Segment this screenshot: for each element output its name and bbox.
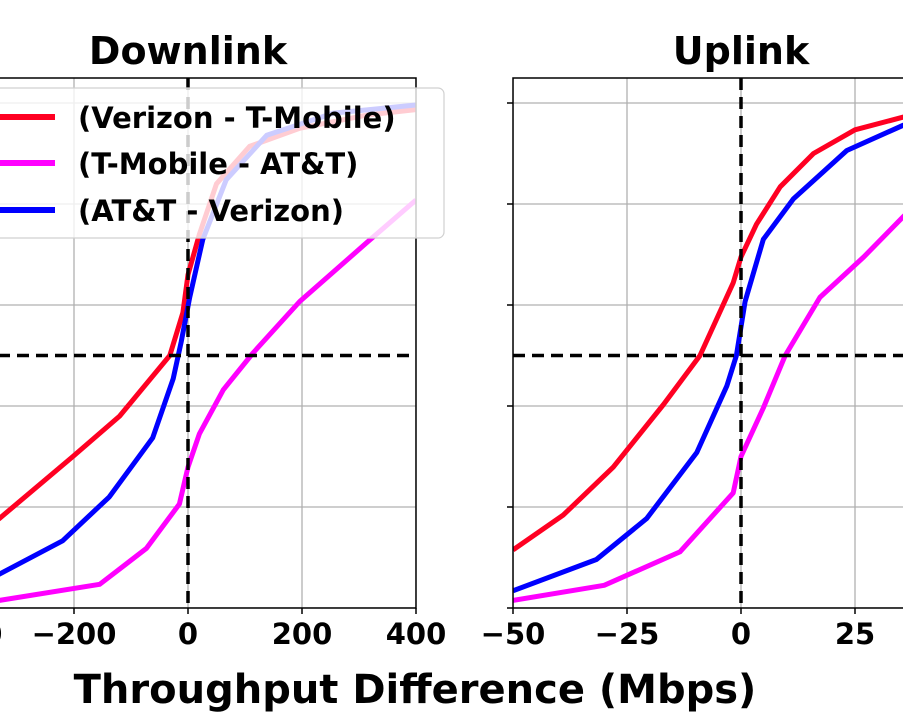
x-tick-label: 25 <box>835 617 875 651</box>
legend: (Verizon - T-Mobile) (T-Mobile - AT&T) (… <box>0 87 445 239</box>
x-tick-label: 400 <box>386 617 447 651</box>
x-tick-label: −50 <box>481 617 546 651</box>
legend-box <box>0 87 445 239</box>
downlink-panel: −400 −200 0 200 400 <box>0 77 447 651</box>
downlink-title: Downlink <box>89 29 288 73</box>
x-tick-label: −200 <box>32 617 117 651</box>
x-tick-label: 0 <box>178 617 198 651</box>
series-line-verizon-t-mobile <box>513 114 903 552</box>
series-line-t-mobile-at-t <box>513 213 903 603</box>
x-tick-label: −25 <box>595 617 660 651</box>
series-line-t-mobile-at-t <box>0 198 416 603</box>
legend-label-att-verizon: (AT&T - Verizon) <box>78 194 344 228</box>
x-tick-label: 200 <box>272 617 333 651</box>
uplink-title: Uplink <box>673 29 810 73</box>
x-tick-label: −400 <box>0 617 2 651</box>
legend-label-tmobile-att: (T-Mobile - AT&T) <box>78 147 358 181</box>
uplink-panel: −50−2502550 <box>481 77 903 651</box>
legend-label-verizon-tmobile: (Verizon - T-Mobile) <box>78 101 396 135</box>
x-tick-label: 0 <box>731 617 751 651</box>
x-axis-label: Throughput Difference (Mbps) <box>74 667 757 713</box>
